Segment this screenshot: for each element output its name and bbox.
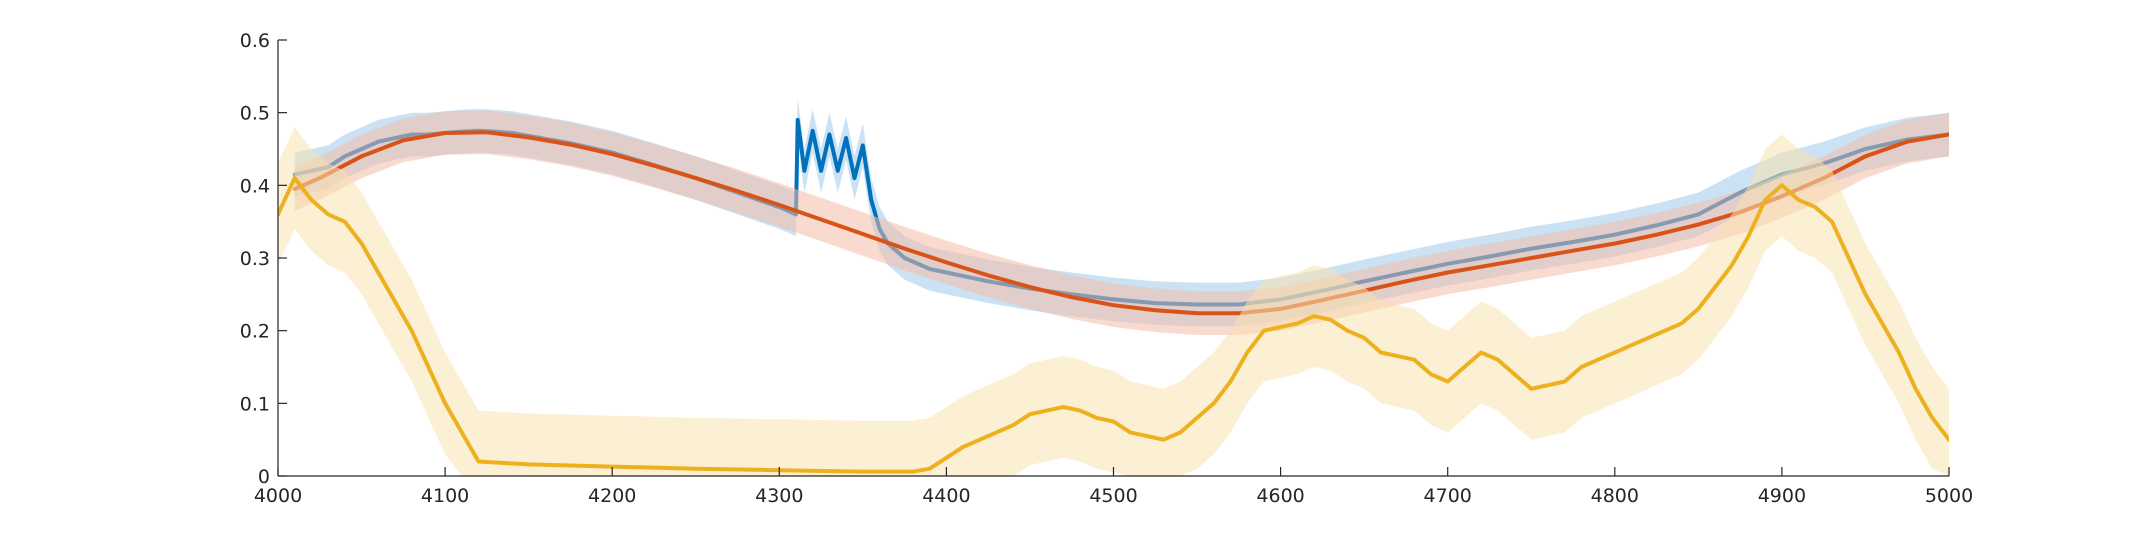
- y-tick-label: 0.2: [240, 321, 270, 343]
- y-tick-label: 0.5: [240, 103, 270, 125]
- x-tick-label: 4200: [588, 485, 636, 507]
- x-tick-label: 4100: [421, 485, 469, 507]
- x-tick-label: 4300: [755, 485, 803, 507]
- y-tick-label: 0: [258, 466, 270, 488]
- y-tick-label: 0.1: [240, 393, 270, 415]
- x-tick-label: 4600: [1256, 485, 1304, 507]
- x-axis-ticks: 4000 4100 4200 4300 4400 4500 4600 4700 4800 4900…: [254, 467, 1973, 507]
- series-layer: [278, 98, 1949, 476]
- x-tick-label: 5000: [1925, 485, 1973, 507]
- y-tick-label: 0.4: [240, 175, 270, 197]
- x-tick-label: 4000: [254, 485, 302, 507]
- x-tick-label: 4800: [1591, 485, 1639, 507]
- x-tick-label: 4500: [1089, 485, 1137, 507]
- series-3-line: [278, 176, 1949, 474]
- x-tick-label: 4400: [922, 485, 970, 507]
- y-axis-ticks: 0 0.1 0.2 0.3 0.4 0.5 0.6: [240, 30, 287, 488]
- series-2-confidence-band: [294, 110, 1949, 335]
- y-tick-label: 0.3: [240, 248, 270, 270]
- x-tick-label: 4700: [1424, 485, 1472, 507]
- y-tick-label: 0.6: [240, 30, 270, 52]
- series-2-line: [292, 130, 1949, 316]
- x-tick-label: 4900: [1758, 485, 1806, 507]
